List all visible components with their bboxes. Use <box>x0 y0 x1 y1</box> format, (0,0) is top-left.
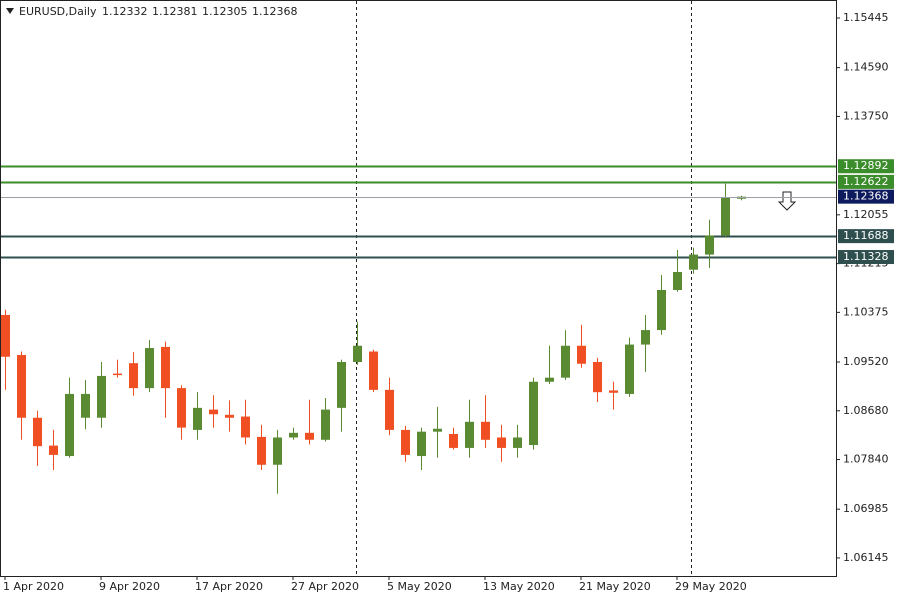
x-tick-label: 13 May 2020 <box>483 580 555 593</box>
level-label: 1.11328 <box>843 250 889 263</box>
candle-body <box>321 409 330 440</box>
candle-body <box>705 235 714 255</box>
candle-body <box>161 346 170 389</box>
candle-body <box>49 445 58 455</box>
y-tick-label: 1.10375 <box>843 305 889 318</box>
candle-body <box>289 432 298 438</box>
plot-frame <box>0 0 837 577</box>
y-tick-label: 1.08680 <box>843 404 889 417</box>
candle-body <box>401 429 410 455</box>
y-tick-label: 1.15445 <box>843 11 889 24</box>
level-label-box <box>838 250 894 265</box>
candle-body <box>369 351 378 390</box>
candle-body <box>465 421 474 448</box>
candle-body <box>545 377 554 382</box>
candle-body <box>417 431 426 457</box>
menu-triangle <box>6 8 14 14</box>
candle-body <box>353 345 362 362</box>
candle-body <box>113 373 122 376</box>
x-tick-label: 17 Apr 2020 <box>195 580 263 593</box>
x-tick-label: 27 Apr 2020 <box>291 580 359 593</box>
y-tick-label: 1.09520 <box>843 355 889 368</box>
candle-body <box>241 416 250 438</box>
candle-body <box>193 407 202 430</box>
candle-body <box>689 254 698 270</box>
candle-body <box>337 361 346 408</box>
x-tick-label: 1 Apr 2020 <box>3 580 64 593</box>
y-tick-label: 1.06145 <box>843 551 889 564</box>
candle-body <box>273 437 282 465</box>
x-tick-label: 5 May 2020 <box>387 580 452 593</box>
candle-body <box>497 437 506 448</box>
candle-body <box>65 393 74 457</box>
y-tick-label: 1.07840 <box>843 453 889 466</box>
candle-body <box>145 348 154 389</box>
level-label: 1.12892 <box>843 159 889 172</box>
price-label: 1.12368 <box>843 190 889 203</box>
x-tick-label: 21 May 2020 <box>579 580 651 593</box>
y-tick-label: 1.12055 <box>843 208 889 221</box>
level-label-box <box>838 159 894 174</box>
candle-body <box>1 314 10 357</box>
candle-body <box>641 330 650 345</box>
candle-body <box>577 345 586 364</box>
candle-body <box>449 433 458 448</box>
level-label: 1.12622 <box>843 175 889 188</box>
price-label-box <box>838 189 894 204</box>
candle-body <box>225 414 234 418</box>
y-tick-label: 1.14590 <box>843 61 889 74</box>
candle-body <box>433 428 442 432</box>
header-open: 1.12332 <box>102 5 148 18</box>
candle-body <box>673 272 682 291</box>
symbol: EURUSD,Daily <box>19 5 97 18</box>
candle-body <box>257 436 266 465</box>
candle-body <box>177 388 186 428</box>
x-tick-label: 9 Apr 2020 <box>99 580 160 593</box>
candle-body <box>129 363 138 389</box>
level-label-box <box>838 174 894 189</box>
candle-body <box>209 409 218 415</box>
candle-body <box>625 344 634 394</box>
candle-body <box>305 432 314 440</box>
header-low: 1.12305 <box>202 5 248 18</box>
level-label-box <box>838 229 894 244</box>
candle-body <box>97 375 106 418</box>
y-tick-label: 1.06985 <box>843 502 889 515</box>
candle-body <box>609 390 618 393</box>
candle-body <box>561 345 570 378</box>
header-close: 1.12368 <box>252 5 298 18</box>
candle-body <box>529 381 538 446</box>
candle-body <box>513 437 522 448</box>
level-label: 1.11688 <box>843 229 889 242</box>
sell-arrow <box>777 191 797 211</box>
candle-body <box>17 355 26 418</box>
candle-body <box>593 361 602 393</box>
candle-body <box>81 393 90 418</box>
candle-body <box>721 197 730 236</box>
candle-body <box>657 290 666 331</box>
candle-body <box>33 417 42 447</box>
candle-body <box>481 421 490 440</box>
y-tick-label: 1.13750 <box>843 109 889 122</box>
x-tick-label: 29 May 2020 <box>675 580 747 593</box>
header-high: 1.12381 <box>152 5 198 18</box>
candle-body <box>385 389 394 430</box>
